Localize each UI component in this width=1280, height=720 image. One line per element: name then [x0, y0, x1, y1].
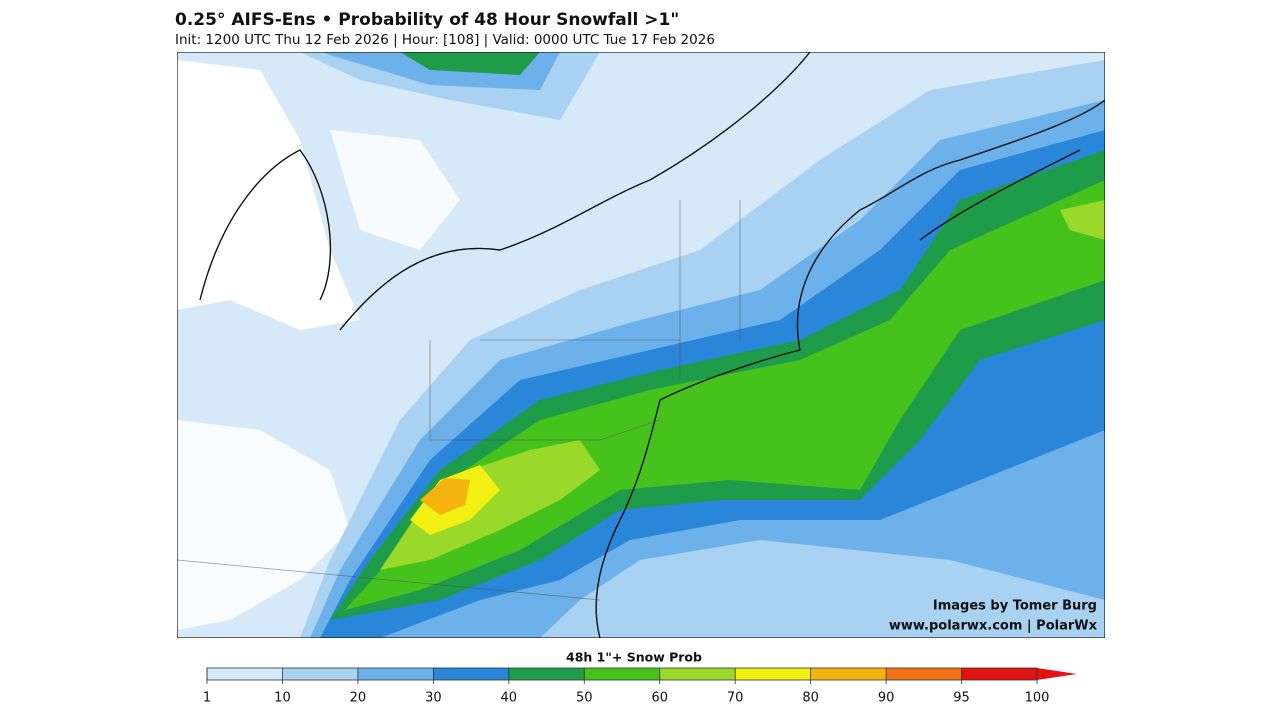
colorbar-segment: [584, 668, 660, 680]
colorbar-tick-label: 60: [651, 691, 668, 706]
colorbar-segment: [886, 668, 962, 680]
colorbar-segment: [659, 668, 736, 680]
subtitle: Init: 1200 UTC Thu 12 Feb 2026 | Hour: […: [175, 32, 715, 48]
colorbar-tick-label: 10: [274, 691, 291, 706]
colorbar-tick-label: 90: [878, 691, 895, 706]
colorbar-segment: [810, 668, 887, 680]
colorbar-tick-label: 95: [953, 691, 970, 706]
colorbar-label: 48h 1"+ Snow Prob: [566, 650, 702, 665]
colorbar-tick-label: 30: [425, 691, 442, 706]
map: [177, 52, 1105, 638]
title: 0.25° AIFS-Ens • Probability of 48 Hour …: [175, 10, 679, 30]
colorbar-segment: [282, 668, 358, 680]
credit: Images by Tomer Burg: [933, 599, 1097, 614]
colorbar: 1 10 20 30 40 50 60 70 80 90 95 100: [203, 667, 1077, 706]
colorbar-segment: [508, 668, 585, 680]
colorbar-segment: [357, 668, 434, 680]
colorbar-tick-label: 20: [350, 691, 367, 706]
colorbar-tick-label: 40: [501, 691, 518, 706]
colorbar-extension: [1037, 668, 1077, 680]
colorbar-segment: [735, 668, 811, 680]
colorbar-segment: [961, 668, 1037, 680]
colorbar-tick-label: 100: [1025, 691, 1050, 706]
credit: www.polarwx.com | PolarWx: [889, 619, 1098, 634]
colorbar-tick-label: 70: [727, 691, 744, 706]
colorbar-tick-label: 50: [576, 691, 593, 706]
colorbar-segment: [207, 668, 283, 680]
colorbar-segment: [433, 668, 509, 680]
colorbar-tick-label: 1: [203, 691, 211, 706]
colorbar-tick-label: 80: [802, 691, 819, 706]
